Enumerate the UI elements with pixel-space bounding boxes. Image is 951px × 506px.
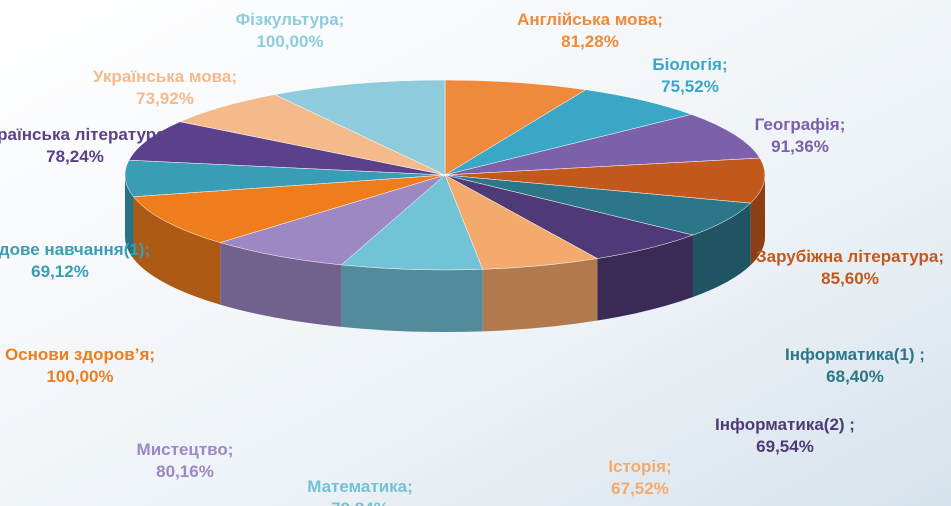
data-label: Українська мова; 73,92% <box>93 67 237 108</box>
pie-side <box>750 175 765 266</box>
label-value: 79,84% <box>331 499 389 506</box>
pie-side <box>341 264 483 333</box>
data-label: Українська література; 78,24% <box>0 125 171 166</box>
pie-slice <box>444 114 761 176</box>
label-category: Англійська мова; <box>517 10 663 29</box>
data-label: Інформатика(1) ; 68,40% <box>785 345 925 386</box>
label-category: Біологія; <box>652 55 727 74</box>
label-category: Інформатика(2) ; <box>715 415 855 434</box>
data-label: Фізкультура; 100,00% <box>236 10 345 51</box>
label-value: 85,60% <box>821 269 879 288</box>
pie-side <box>125 175 134 259</box>
pie-slice <box>444 174 599 270</box>
label-value: 81,28% <box>561 32 619 51</box>
pie-slice <box>219 174 446 266</box>
label-value: 69,54% <box>756 437 814 456</box>
pie-slice <box>340 174 484 271</box>
label-value: 69,12% <box>31 262 89 281</box>
label-value: 80,16% <box>156 462 214 481</box>
data-label: Мистецтво; 80,16% <box>137 440 234 481</box>
pie-side <box>482 258 598 332</box>
label-value: 68,40% <box>826 367 884 386</box>
label-category: Зарубіжна література; <box>756 247 944 266</box>
label-value: 78,24% <box>46 147 104 166</box>
data-label: Трудове навчання(1); 69,12% <box>0 240 150 281</box>
pie-slice <box>444 89 693 176</box>
pie-side <box>692 203 751 298</box>
pie-slice <box>128 121 446 176</box>
data-label: Інформатика(2) ; 69,54% <box>715 415 855 456</box>
data-label: Зарубіжна література; 85,60% <box>756 247 944 288</box>
label-value: 100,00% <box>256 32 323 51</box>
label-value: 100,00% <box>46 367 113 386</box>
label-value: 67,52% <box>611 479 669 498</box>
pie-slice <box>274 79 446 176</box>
label-category: Основи здоров’я; <box>5 345 155 364</box>
data-label: Основи здоров’я; 100,00% <box>5 345 155 386</box>
label-category: Українська література; <box>0 125 171 144</box>
pie-slice <box>444 79 587 176</box>
pie-slice <box>444 157 766 204</box>
label-category: Математика; <box>307 477 413 496</box>
label-category: Історія; <box>608 457 671 476</box>
pie-slice <box>179 94 446 176</box>
data-label: Біологія; 75,52% <box>652 55 727 96</box>
label-category: Мистецтво; <box>137 440 234 459</box>
pie-slice <box>124 159 446 197</box>
data-label: Англійська мова; 81,28% <box>517 10 663 51</box>
pie-side <box>220 242 342 327</box>
label-category: Інформатика(1) ; <box>785 345 925 364</box>
data-label: Географія; 91,36% <box>755 115 846 156</box>
label-category: Географія; <box>755 115 846 134</box>
label-value: 91,36% <box>771 137 829 156</box>
label-value: 75,52% <box>661 77 719 96</box>
data-label: Історія; 67,52% <box>608 457 671 498</box>
data-label: Математика; 79,84% <box>307 477 413 506</box>
pie-slice <box>444 174 694 259</box>
label-value: 73,92% <box>136 89 194 108</box>
label-category: Українська мова; <box>93 67 237 86</box>
label-category: Трудове навчання(1); <box>0 240 150 259</box>
label-category: Фізкультура; <box>236 10 345 29</box>
pie-slice <box>444 174 752 236</box>
pie-side <box>597 235 693 321</box>
pie-slice <box>132 174 446 243</box>
pie-side <box>133 196 221 305</box>
